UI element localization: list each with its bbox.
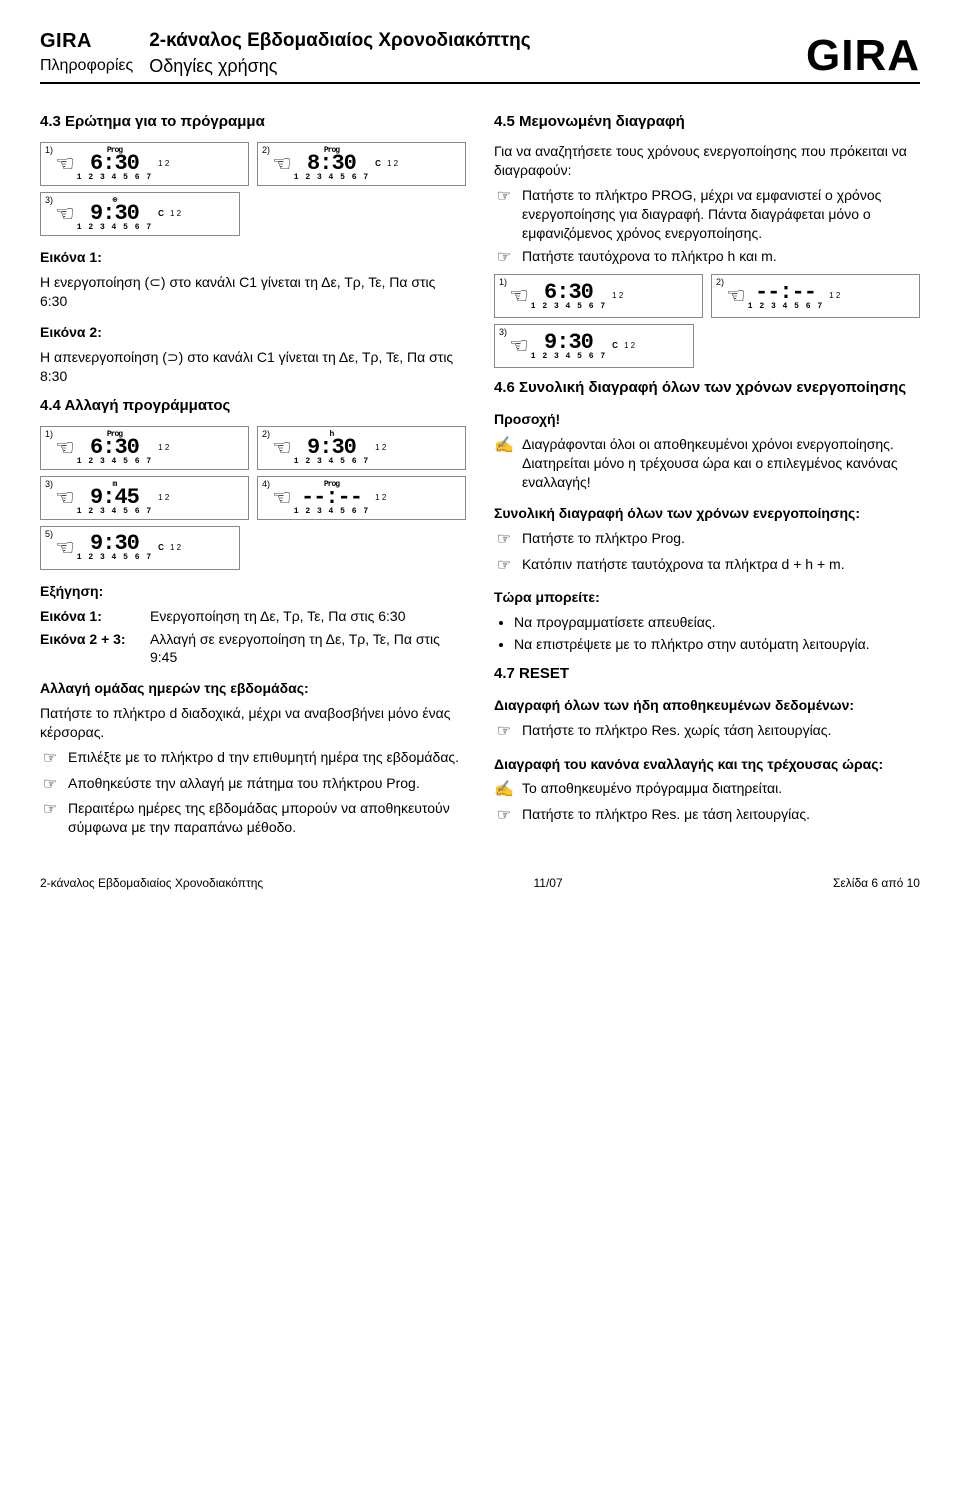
section-4-6-heading: 4.6 Συνολική διαγραφή όλων των χρόνων εν… (494, 378, 920, 398)
hand-icon: ☞ (272, 487, 292, 509)
hand-icon: ☞ (272, 153, 292, 175)
hand-icon: ☞ (494, 529, 514, 551)
hand-icon: ☞ (55, 153, 75, 175)
lcd-figure-2: 2) ☞ Prog 8:30 1 2 3 4 5 6 7 C 1 2 (257, 142, 466, 186)
hand-icon: ☞ (494, 805, 514, 827)
note-icon: ✍ (494, 779, 514, 801)
image-1-heading: Εικόνα 1: (40, 248, 466, 267)
lcd-figure-r2: 2) ☞ --:-- 1 2 3 4 5 6 7 1 2 (711, 274, 920, 318)
lcd-figure-r1: 1) ☞ 6:30 1 2 3 4 5 6 7 1 2 (494, 274, 703, 318)
hand-icon: ☞ (40, 774, 60, 796)
left-column: 4.3 Ερώτημα για το πρόγραμμα 1) ☞ Prog 6… (40, 102, 466, 841)
image-1-text: Η ενεργοποίηση (⊂) στο κανάλι C1 γίνεται… (40, 273, 466, 311)
footer-center: 11/07 (534, 875, 563, 891)
lcd-figure-r3: 3) ☞ 9:30 1 2 3 4 5 6 7 C 1 2 (494, 324, 694, 368)
hand-icon: ☞ (726, 285, 746, 307)
hand-icon: ☞ (494, 555, 514, 577)
hand-icon: ☞ (55, 203, 75, 225)
section-4-7-heading: 4.7 RESET (494, 664, 920, 684)
section-4-5-heading: 4.5 Μεμονωμένη διαγραφή (494, 112, 920, 132)
hand-icon: ☞ (509, 335, 529, 357)
page-footer: 2-κάναλος Εβδομαδιαίος Χρονοδιακόπτης 11… (40, 869, 920, 891)
hand-icon: ☞ (494, 186, 514, 208)
lcd-figure-4-3: 3) ☞ m 9:45 1 2 3 4 5 6 7 1 2 (40, 476, 249, 520)
lcd-figure-3: 3) ☞ ⊕ 9:30 1 2 3 4 5 6 7 C 1 2 (40, 192, 240, 236)
total-delete-heading: Συνολική διαγραφή όλων των χρόνων ενεργο… (494, 504, 920, 523)
footer-right: Σελίδα 6 από 10 (833, 875, 920, 891)
hand-icon: ☞ (494, 721, 514, 743)
lcd-figure-4-2: 2) ☞ h 9:30 1 2 3 4 5 6 7 1 2 (257, 426, 466, 470)
doc-title: 2-κάναλος Εβδομαδιαίος Χρονοδιακόπτης (149, 28, 530, 54)
hand-icon: ☞ (55, 537, 75, 559)
brand-subtitle: Πληροφορίες (40, 55, 133, 77)
lcd-figure-1: 1) ☞ Prog 6:30 1 2 3 4 5 6 7 1 2 (40, 142, 249, 186)
section-4-3-heading: 4.3 Ερώτημα για το πρόγραμμα (40, 112, 466, 132)
hand-icon: ☞ (55, 487, 75, 509)
explanation-table: Εικόνα 1: Ενεργοποίηση τη Δε, Τρ, Τε, Πα… (40, 607, 466, 668)
section-4-5-intro: Για να αναζητήσετε τους χρόνους ενεργοπο… (494, 142, 920, 180)
lcd-figure-4-4: 4) ☞ Prog --:-- 1 2 3 4 5 6 7 1 2 (257, 476, 466, 520)
hand-icon: ☞ (272, 437, 292, 459)
right-column: 4.5 Μεμονωμένη διαγραφή Για να αναζητήσε… (494, 102, 920, 841)
hand-icon: ☞ (509, 285, 529, 307)
hand-icon: ☞ (55, 437, 75, 459)
now-you-can-list: Να προγραμματίσετε απευθείας. Να επιστρέ… (494, 613, 920, 654)
warning-heading: Προσοχή! (494, 410, 920, 429)
explanation-heading: Εξήγηση: (40, 582, 466, 601)
hand-icon: ☞ (40, 799, 60, 821)
now-you-can-heading: Τώρα μπορείτε: (494, 588, 920, 607)
hand-icon: ☞ (494, 247, 514, 269)
page-header: GIRA Πληροφορίες 2-κάναλος Εβδομαδιαίος … (40, 28, 920, 84)
lcd-figure-4-5: 5) ☞ 9:30 1 2 3 4 5 6 7 C 1 2 (40, 526, 240, 570)
group-change-text: Πατήστε το πλήκτρο d διαδοχικά, μέχρι να… (40, 704, 466, 742)
group-change-heading: Αλλαγή ομάδας ημερών της εβδομάδας: (40, 679, 466, 698)
image-2-heading: Εικόνα 2: (40, 323, 466, 342)
brand: GIRA (40, 28, 133, 55)
doc-subtitle: Οδηγίες χρήσης (149, 54, 530, 78)
reset-all-heading: Διαγραφή όλων των ήδη αποθηκευμένων δεδο… (494, 696, 920, 715)
lcd-figure-4-1: 1) ☞ Prog 6:30 1 2 3 4 5 6 7 1 2 (40, 426, 249, 470)
image-2-text: Η απενεργοποίηση (⊃) στο κανάλι C1 γίνετ… (40, 348, 466, 386)
section-4-4-heading: 4.4 Αλλαγή προγράμματος (40, 396, 466, 416)
reset-rule-heading: Διαγραφή του κανόνα εναλλαγής και της τρ… (494, 755, 920, 774)
hand-icon: ☞ (40, 748, 60, 770)
note-icon: ✍ (494, 435, 514, 457)
footer-left: 2-κάναλος Εβδομαδιαίος Χρονοδιακόπτης (40, 875, 263, 891)
brand-logo: GIRA (806, 34, 920, 78)
